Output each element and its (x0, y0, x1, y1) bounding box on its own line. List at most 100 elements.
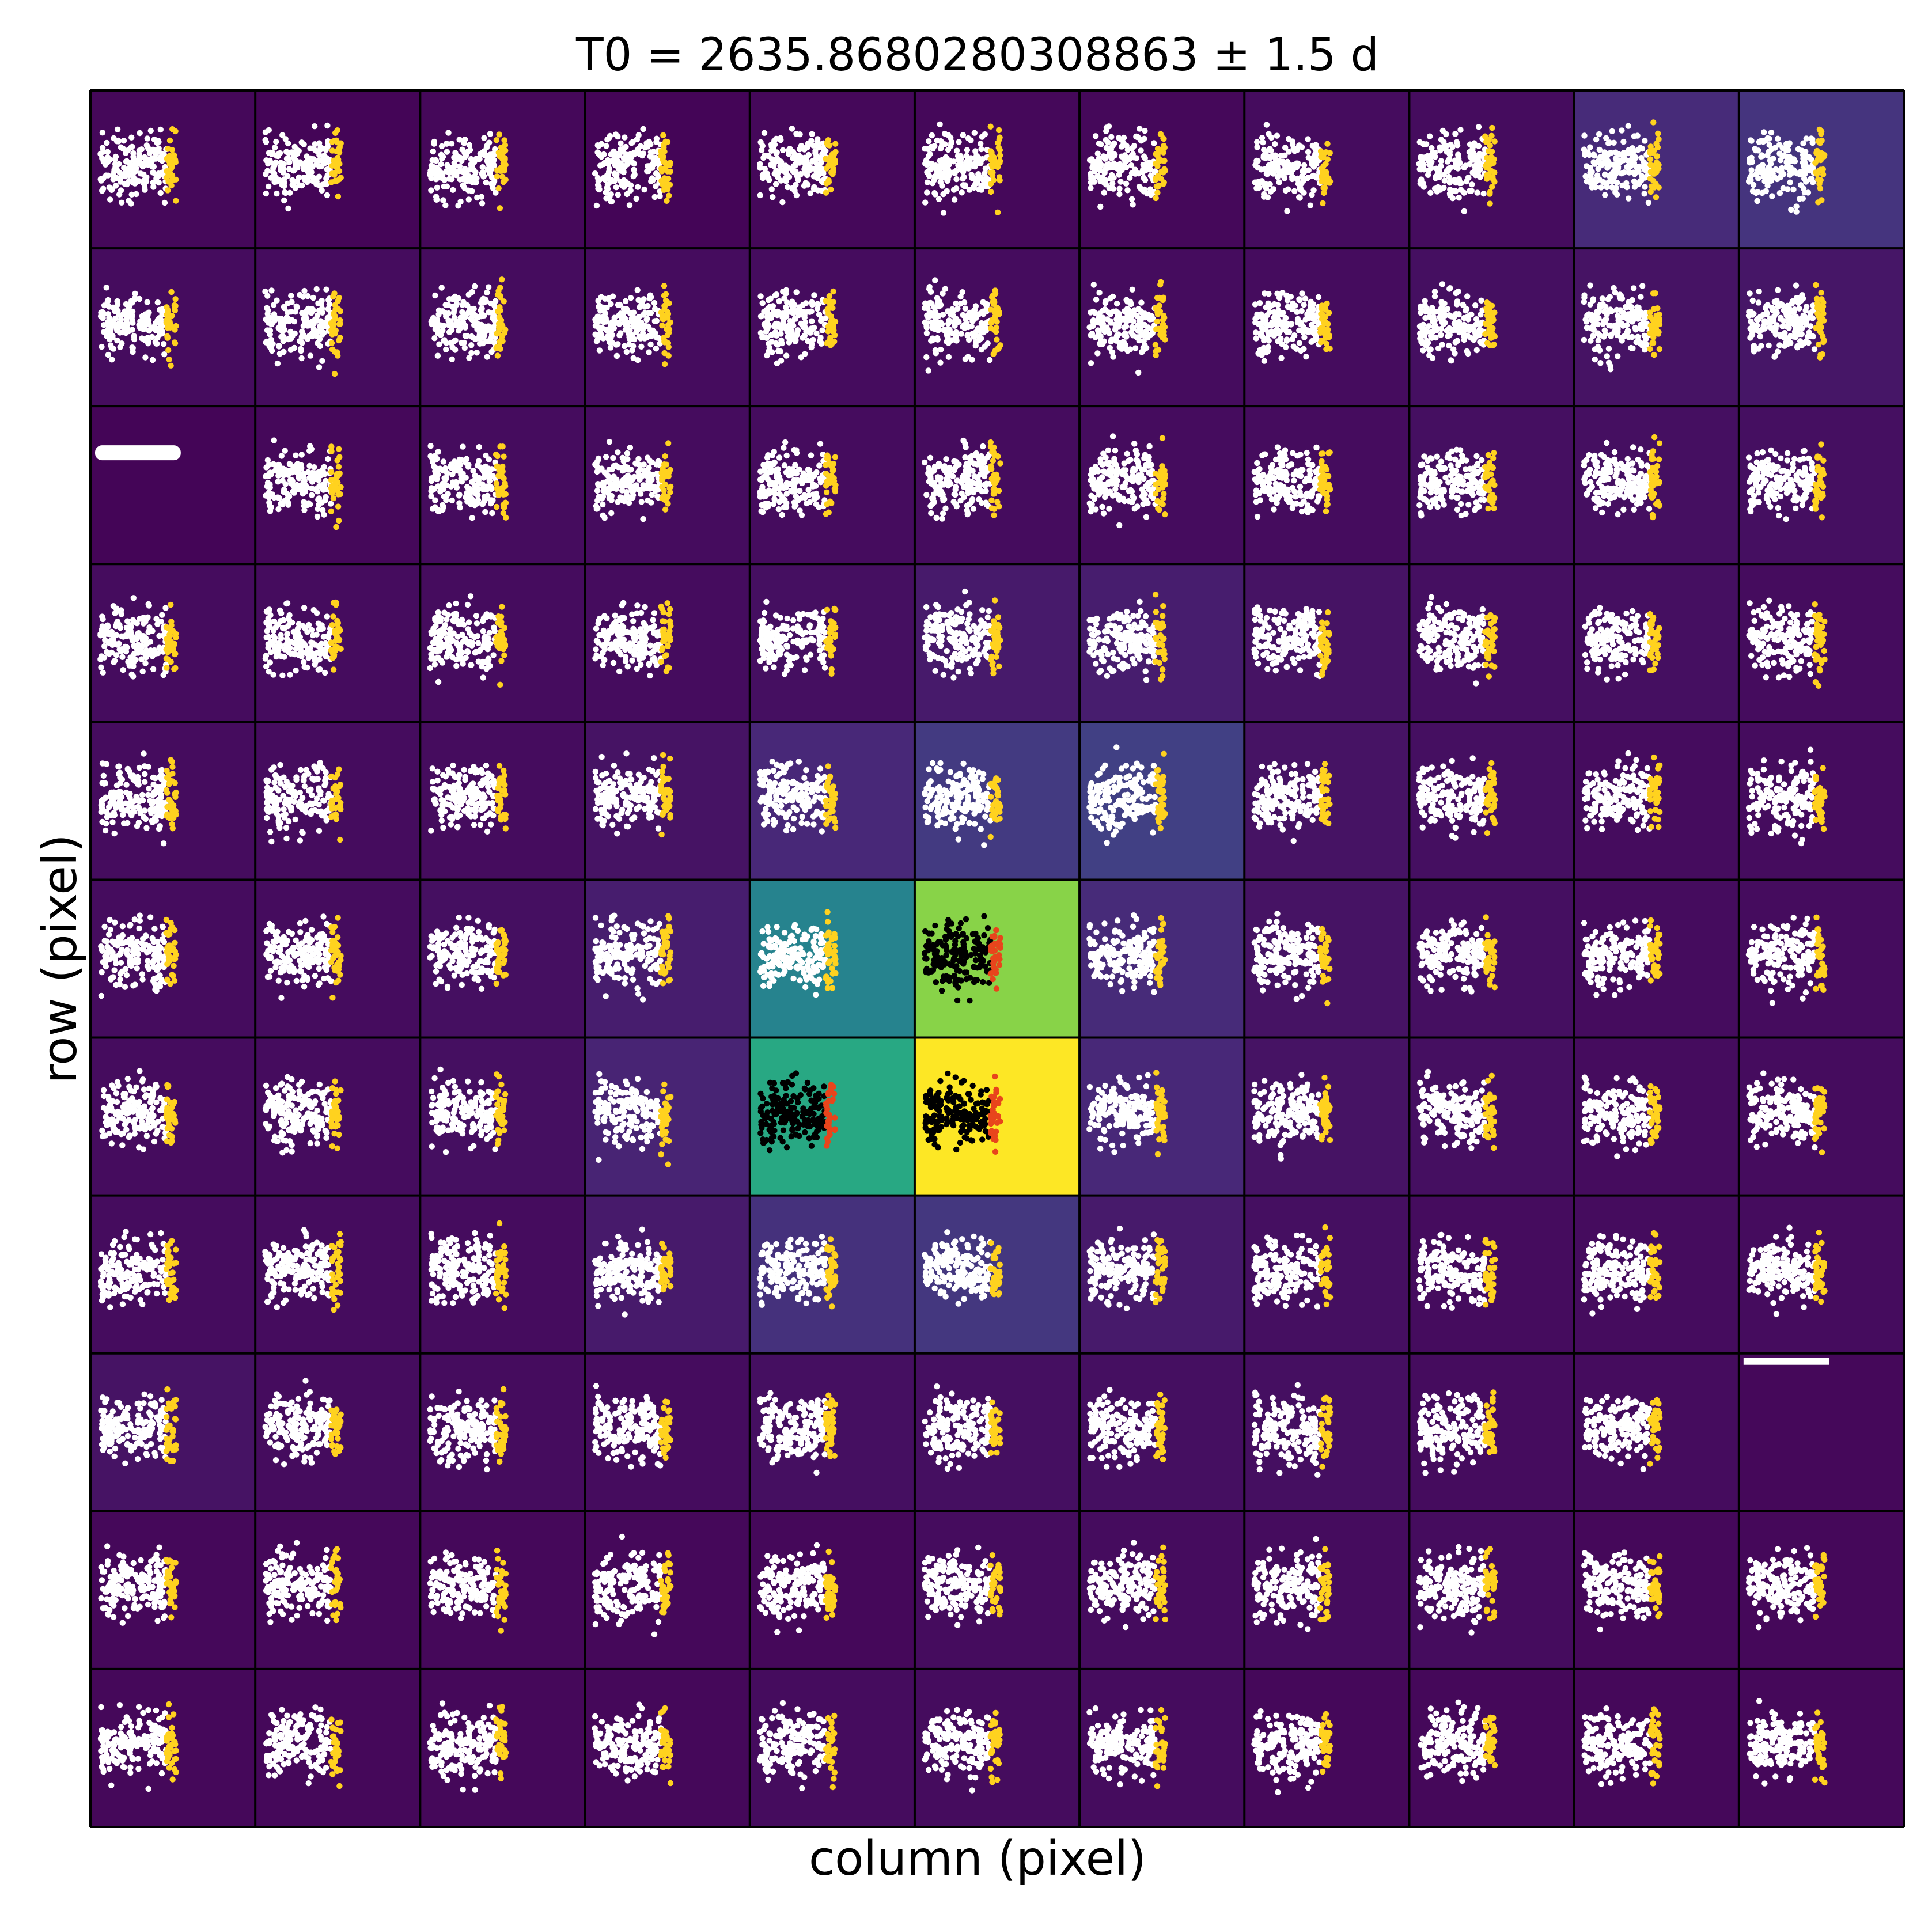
out-of-transit-point (304, 308, 310, 314)
out-of-transit-point (1776, 142, 1783, 148)
out-of-transit-point (1446, 166, 1452, 173)
out-of-transit-point (317, 144, 324, 151)
out-of-transit-point (1603, 331, 1609, 337)
out-of-transit-point (926, 173, 933, 179)
out-of-transit-point (615, 449, 621, 456)
out-of-transit-point (320, 329, 327, 336)
out-of-transit-point (768, 339, 775, 345)
out-of-transit-point (303, 315, 310, 322)
out-of-transit-point (1452, 319, 1459, 325)
out-of-transit-point (161, 341, 167, 347)
in-transit-point (1321, 189, 1327, 196)
out-of-transit-point (1276, 338, 1283, 344)
pixel-cell (420, 406, 585, 564)
pixel-flux-cell (90, 406, 256, 564)
out-of-transit-point (328, 501, 334, 507)
out-of-transit-point (1774, 348, 1781, 355)
out-of-transit-point (1767, 315, 1774, 321)
in-transit-point (1490, 160, 1497, 166)
out-of-transit-point (1103, 128, 1109, 134)
in-transit-point (661, 338, 668, 345)
in-transit-point (336, 168, 343, 175)
out-of-transit-point (1119, 167, 1125, 173)
out-of-transit-point (460, 443, 466, 450)
out-of-transit-point (434, 465, 441, 472)
in-transit-point (995, 344, 1002, 351)
out-of-transit-point (1427, 346, 1434, 352)
out-of-transit-point (271, 162, 278, 169)
in-transit-point (1153, 326, 1160, 332)
out-of-transit-point (929, 160, 935, 167)
out-of-transit-point (1096, 164, 1103, 170)
out-of-transit-point (471, 173, 478, 180)
out-of-transit-point (448, 320, 454, 327)
pixel-cell (1409, 248, 1574, 407)
in-transit-point (336, 446, 342, 452)
in-transit-point (1650, 290, 1657, 297)
in-transit-point (330, 487, 336, 493)
out-of-transit-point (1135, 328, 1142, 334)
out-of-transit-point (1805, 189, 1812, 196)
out-of-transit-point (1777, 157, 1784, 164)
out-of-transit-point (797, 146, 803, 153)
out-of-transit-point (1473, 347, 1480, 354)
in-transit-point (1487, 342, 1493, 348)
out-of-transit-point (1109, 293, 1116, 300)
in-transit-point (337, 321, 343, 327)
out-of-transit-point (306, 462, 313, 469)
in-transit-point (499, 443, 506, 450)
out-of-transit-point (282, 481, 289, 487)
in-transit-point (665, 344, 672, 350)
out-of-transit-point (114, 126, 121, 132)
out-of-transit-point (808, 138, 815, 144)
out-of-transit-point (809, 131, 815, 137)
out-of-transit-point (1589, 184, 1595, 191)
out-of-transit-point (312, 141, 318, 147)
out-of-transit-point (1294, 309, 1300, 315)
in-transit-point (172, 296, 179, 302)
out-of-transit-point (433, 157, 440, 164)
out-of-transit-point (1262, 183, 1269, 190)
out-of-transit-point (1749, 159, 1755, 165)
in-transit-point (335, 193, 342, 200)
in-transit-point (996, 311, 1002, 317)
out-of-transit-point (1151, 140, 1157, 146)
out-of-transit-point (820, 170, 827, 177)
out-of-transit-point (1639, 146, 1646, 152)
out-of-transit-point (1123, 180, 1130, 187)
out-of-transit-point (1284, 158, 1291, 165)
in-transit-point (170, 177, 176, 183)
out-of-transit-point (794, 327, 801, 333)
in-transit-point (1656, 165, 1662, 172)
out-of-transit-point (1117, 179, 1124, 185)
out-of-transit-point (1312, 318, 1319, 325)
out-of-transit-point (620, 184, 627, 190)
out-of-transit-point (922, 146, 928, 152)
out-of-transit-point (1748, 173, 1755, 179)
out-of-transit-point (1310, 158, 1316, 165)
in-transit-point (334, 127, 340, 134)
out-of-transit-point (1587, 165, 1593, 171)
out-of-transit-point (479, 200, 486, 207)
out-of-transit-point (1101, 328, 1108, 335)
out-of-transit-point (623, 143, 629, 150)
out-of-transit-point (301, 141, 307, 147)
out-of-transit-point (1431, 185, 1438, 192)
out-of-transit-point (158, 320, 164, 326)
out-of-transit-point (1301, 301, 1307, 308)
out-of-transit-point (109, 334, 116, 341)
in-transit-point (330, 495, 337, 502)
out-of-transit-point (1645, 199, 1652, 206)
out-of-transit-point (315, 158, 321, 164)
in-transit-point (172, 339, 178, 346)
in-transit-point (1161, 166, 1168, 172)
out-of-transit-point (1128, 196, 1135, 202)
out-of-transit-point (615, 191, 622, 198)
in-transit-point (992, 328, 999, 335)
out-of-transit-point (788, 332, 794, 339)
out-of-transit-point (459, 157, 465, 164)
out-of-transit-point (1595, 344, 1601, 350)
out-of-transit-point (101, 302, 108, 309)
out-of-transit-point (1282, 187, 1289, 194)
